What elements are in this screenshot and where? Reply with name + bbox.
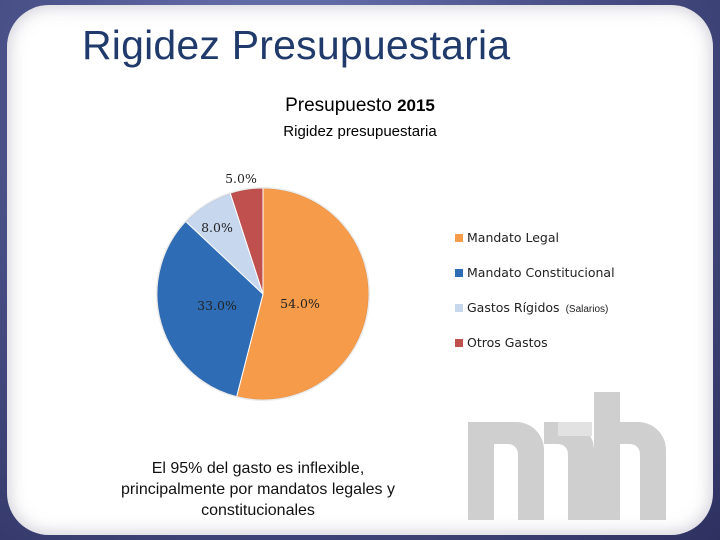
legend-label: Mandato Legal [467,230,559,245]
legend-note: (Salarios) [565,304,609,315]
legend-item: Gastos Rígidos (Salarios) [455,300,608,315]
legend-swatch [455,339,463,347]
logo-text: mh [462,392,484,396]
pie-slice-mandato-legal [236,187,370,401]
data-label-otros-gastos: 5.0% [225,171,257,186]
legend-label: Gastos Rígidos [467,300,560,315]
data-label-gastos-r-gidos: 8.0% [201,220,233,235]
legend-item: Mandato Constitucional [455,265,615,280]
chart-subtitle: Rigidez presupuestaria [283,123,437,140]
pie-slice-otros-gastos [229,187,264,295]
chart-title-main: Presupuesto [285,95,392,116]
chart-title: Presupuesto 2015 [0,95,720,117]
legend-item: Otros Gastos [455,335,548,350]
legend-swatch [455,304,463,312]
pie-slice-mandato-constitucional [156,220,264,398]
chart-title-year: 2015 [397,96,435,115]
mh-logo: mh [462,392,666,520]
slide-title: Rigidez Presupuestaria [82,22,511,68]
summary-note: El 95% del gasto es inflexible, principa… [121,460,395,519]
legend-label: Mandato Constitucional [467,265,615,280]
pie-outline [156,187,370,401]
data-label-mandato-legal: 54.0% [280,296,320,311]
legend-item: Mandato Legal [455,230,559,245]
data-label-mandato-constitucional: 33.0% [197,298,237,313]
legend-swatch [455,269,463,277]
legend-swatch [455,234,463,242]
legend-label: Otros Gastos [467,335,548,350]
